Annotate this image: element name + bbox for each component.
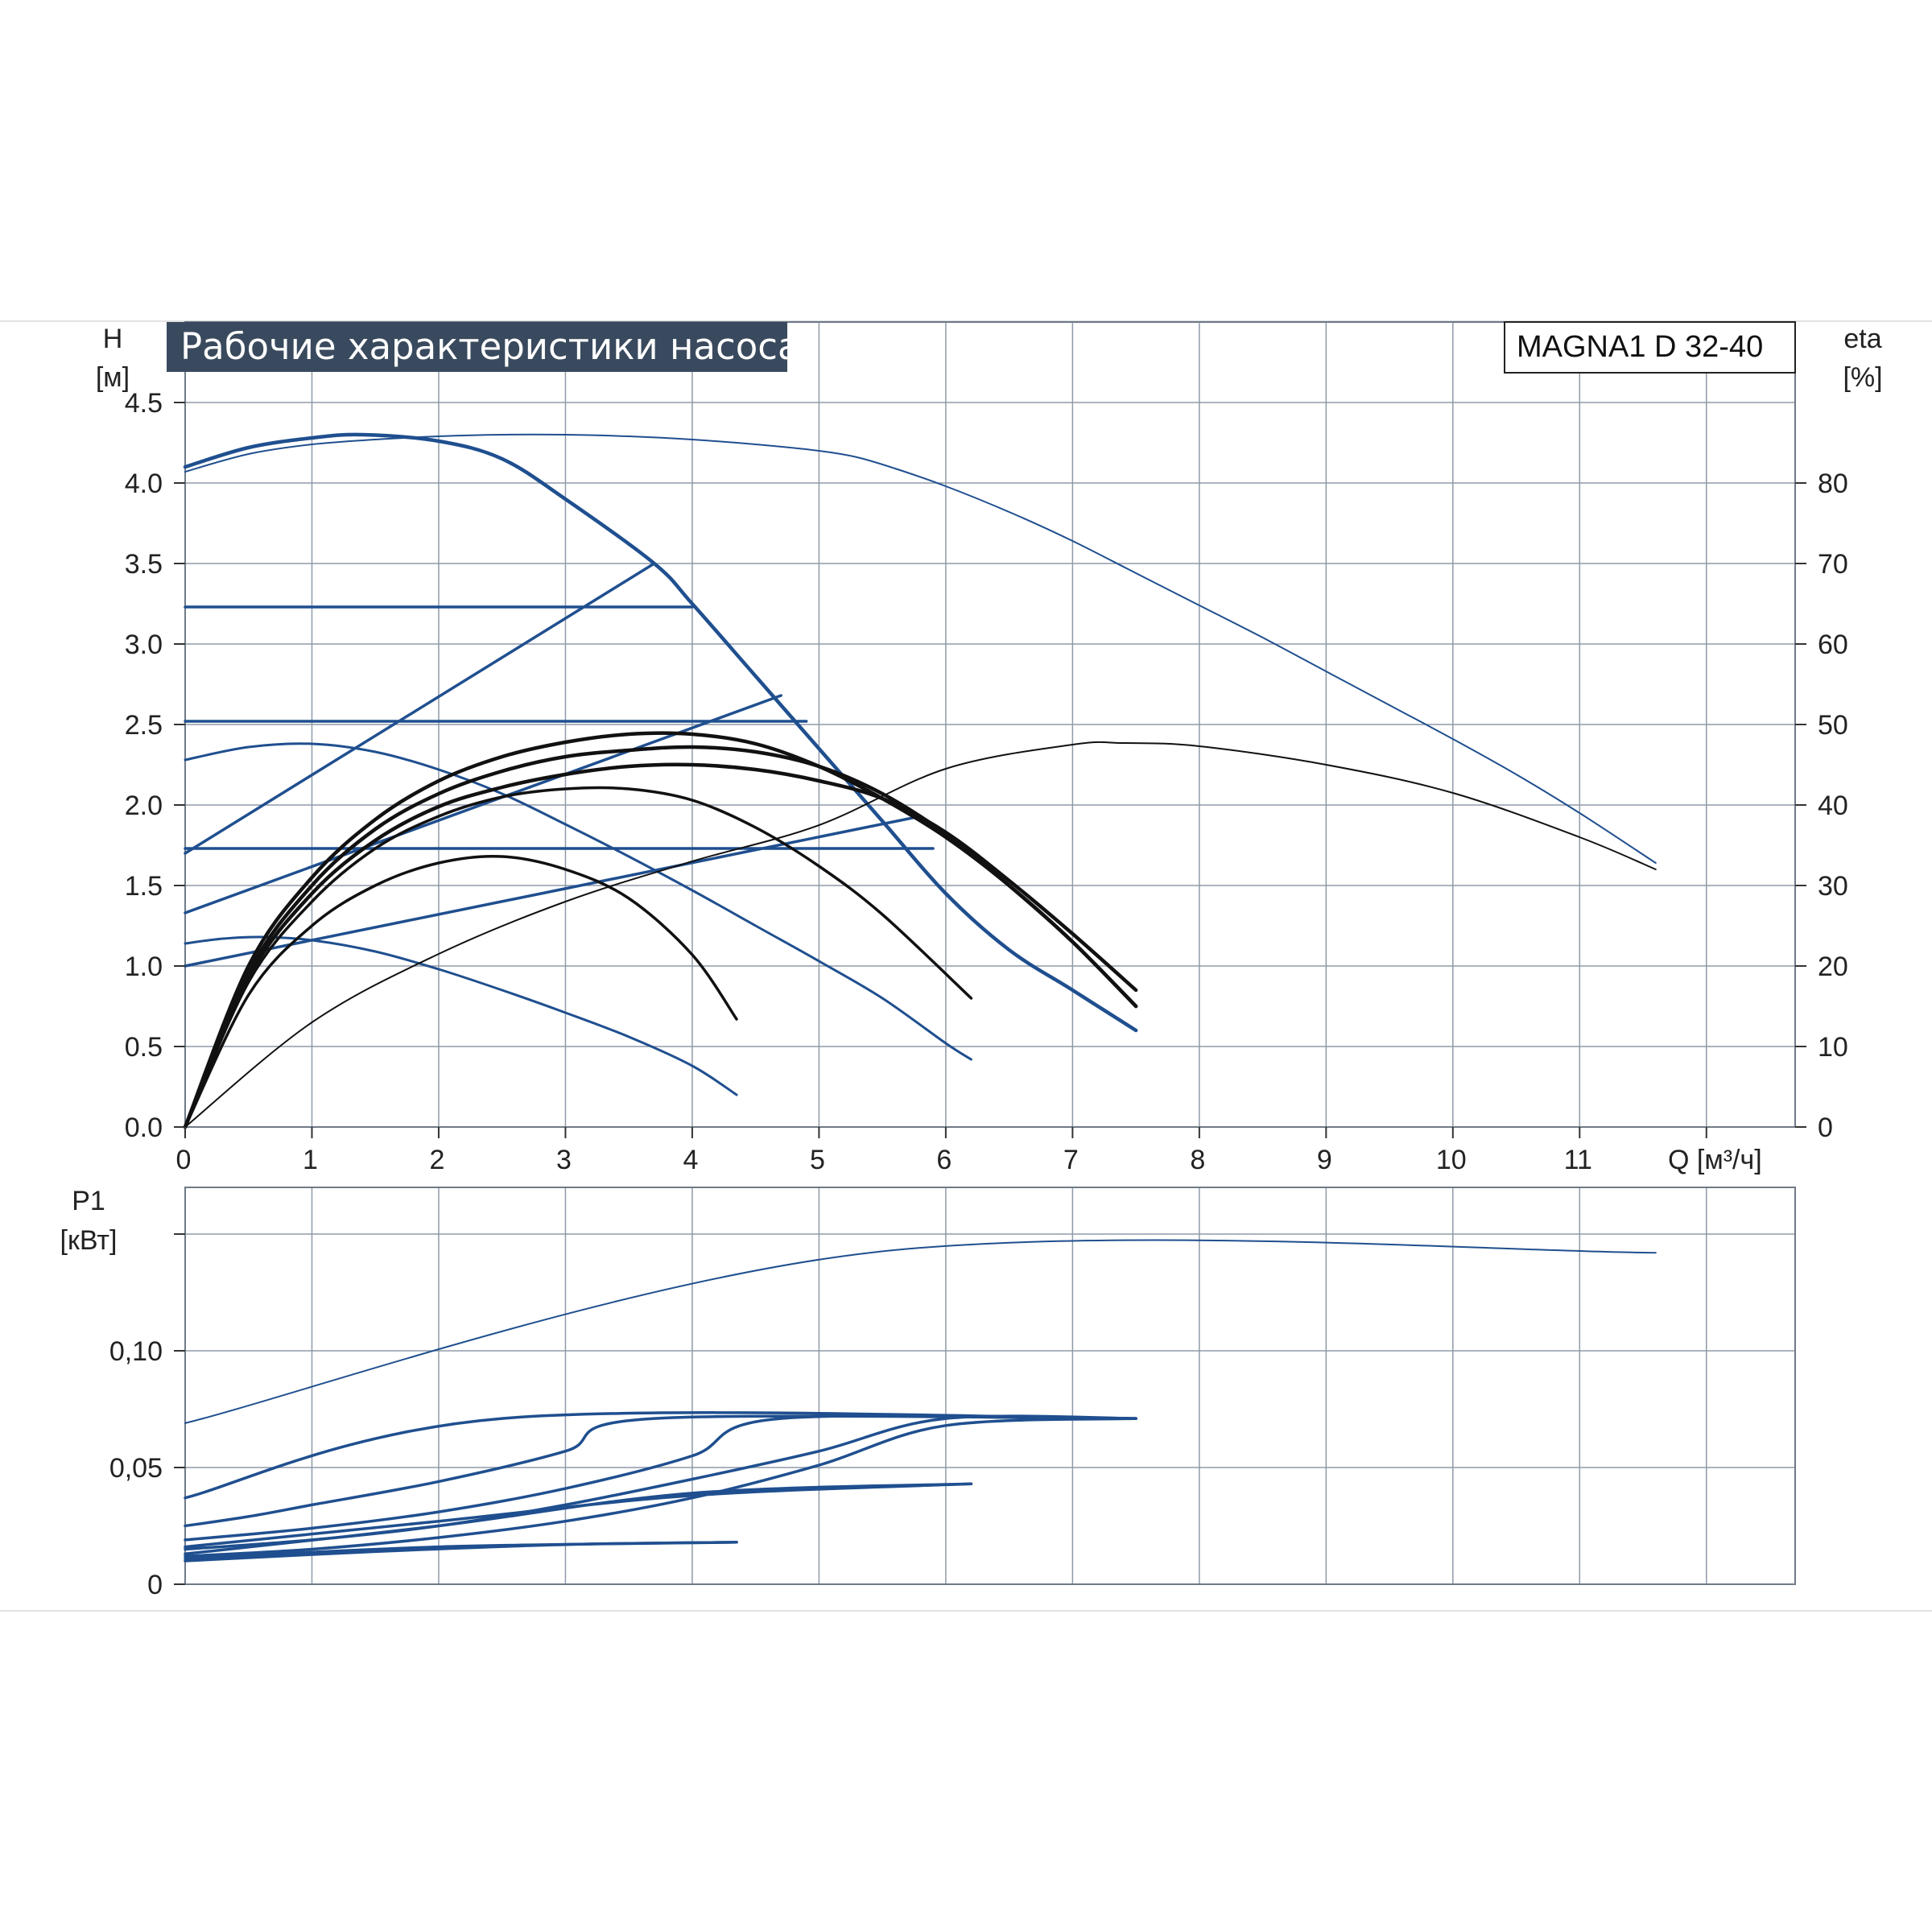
y-tick-label: 4.0 [125,469,163,499]
x-tick-label: 5 [810,1145,825,1175]
x-axis-title: Q [м³/ч] [1668,1145,1762,1175]
model-label: MAGNA1 D 32-40 [1517,330,1763,364]
x-tick-label: 2 [429,1145,444,1175]
model-box [1504,321,1796,374]
power-curve-6 [184,1482,973,1549]
x-tick-label: 10 [1436,1145,1467,1175]
x-tick-label: 0 [176,1145,192,1175]
power-axis-title-name: P1 [72,1186,105,1216]
y2-tick-label: 0 [1818,1113,1833,1143]
power-axis-title-unit: [кВт] [60,1225,118,1256]
head-plot-curves [183,432,1657,1129]
y2-tick-label: 70 [1818,549,1848,580]
power-curve-5 [184,1417,1137,1558]
y2-tick-label: 10 [1818,1032,1848,1063]
head-curve-0 [184,433,1657,864]
y-axis-title-unit: [м] [96,362,130,393]
x-tick-label: 7 [1063,1145,1079,1175]
x-tick-label: 11 [1564,1145,1592,1175]
head-curve-9 [184,935,738,1096]
x-tick-label: 9 [1317,1145,1332,1175]
y2-tick-label: 20 [1818,952,1848,982]
power-plot-grid [184,1187,1795,1584]
head-curve-11 [184,786,973,1129]
y2-tick-label: 30 [1818,871,1848,902]
x-tick-label: 3 [556,1145,572,1175]
head-plot-ticks: 0.00.51.01.52.02.53.03.54.04.50102030405… [125,388,1848,1175]
y-tick-label: 2.5 [125,710,163,741]
y2-tick-label: 50 [1818,710,1848,741]
y-tick-label: 3.5 [125,549,163,580]
power-curve-9 [184,1541,738,1563]
head-curve-14 [183,731,1138,1129]
x-tick-label: 4 [683,1145,698,1175]
head-curve-10 [184,854,738,1129]
power-curve-0 [184,1239,1657,1424]
power-tick-label: 0,05 [109,1453,163,1484]
power-tick-label: 0 [147,1570,163,1600]
head-plot-grid [184,320,1795,1127]
y-tick-label: 0.5 [125,1032,163,1063]
x-tick-label: 6 [936,1145,952,1175]
power-plot-curves [184,1239,1657,1563]
y-tick-label: 1.0 [125,952,163,982]
y2-axis-title-unit: [%] [1843,362,1882,393]
power-curve-2 [184,1414,1137,1528]
power-curve-7 [184,1482,973,1556]
title-banner [167,322,787,372]
y-tick-label: 0.0 [125,1113,163,1143]
efficiency-curve [184,741,1657,1128]
head-curve-6 [184,694,782,914]
power-plot-ticks: 0 0,05 0,10 [109,1233,185,1600]
x-tick-label: 1 [303,1145,318,1175]
x-tick-label: 8 [1190,1145,1205,1175]
y2-axis-title-name: eta [1843,324,1881,354]
head-curve-1 [183,432,1138,1033]
y-tick-label: 1.5 [125,871,163,902]
y2-tick-label: 80 [1818,469,1848,499]
y-tick-label: 3.0 [125,630,163,660]
y-tick-label: 2.0 [125,791,163,821]
y-tick-label: 4.5 [125,388,163,419]
head-curve-8 [184,742,972,1061]
head-curve-12 [183,762,1138,1129]
head-curve-5 [184,562,656,855]
power-curve-4 [184,1414,1137,1551]
power-tick-label: 0,10 [109,1336,163,1367]
y2-tick-label: 40 [1818,791,1848,821]
head-curve-7 [184,815,923,968]
chart-title: Рабочие характеристики насоса [180,325,800,368]
power-plot-frame [184,1187,1796,1585]
y2-tick-label: 60 [1818,630,1848,660]
power-curve-3 [184,1414,1137,1542]
y-axis-title-name: H [103,324,123,354]
